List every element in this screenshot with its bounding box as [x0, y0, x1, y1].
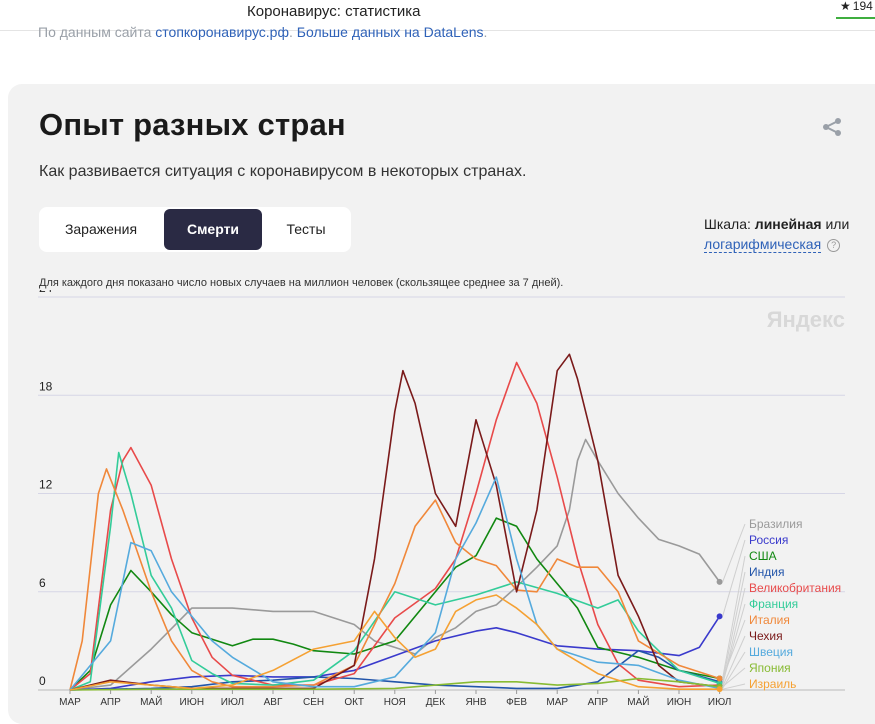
- x-tick-label: СЕН: [303, 697, 324, 708]
- scale-log-link[interactable]: логарифмическая: [704, 236, 822, 253]
- chart-area: Яндекс 0 6 12 18 24 МАР АПР МАЙ ИЮН ИЮЛ АВГ СЕН ОКТ НО…: [38, 290, 845, 708]
- legend-leader-line: [722, 523, 746, 583]
- series-end-marker-1: [716, 613, 723, 620]
- legend-label-0: Бразилия: [749, 517, 803, 531]
- y-tick-label: 6: [39, 576, 46, 590]
- source-sep: .: [289, 24, 297, 40]
- x-tick-label: МАР: [546, 697, 568, 708]
- series-line-3: [69, 649, 720, 691]
- card-subtitle: Как развивается ситуация с коронавирусом…: [39, 163, 527, 180]
- datalens-link[interactable]: Больше данных на DataLens: [296, 24, 484, 40]
- series-line-2: [69, 517, 720, 691]
- source-line: По данным сайта стопкоронавирус.рф. Боль…: [38, 24, 487, 40]
- legend-leader-line: [722, 635, 746, 687]
- legend-label-10: Израиль: [749, 677, 796, 691]
- y-tick-label: 0: [39, 674, 46, 688]
- series-end-marker-0: [716, 578, 723, 585]
- star-icon: ★: [840, 0, 851, 13]
- y-tick-label: 18: [39, 379, 53, 393]
- x-tick-label: АПР: [100, 697, 121, 708]
- x-tick-label: ЯНВ: [465, 697, 486, 708]
- scale-linear[interactable]: линейная: [754, 216, 822, 232]
- legend-leader-line: [722, 603, 746, 684]
- series-line-10: [69, 594, 720, 691]
- x-tick-label: ИЮЛ: [221, 697, 244, 708]
- legend-leader-line: [722, 571, 746, 682]
- yandex-watermark: Яндекс: [767, 307, 845, 332]
- x-tick-label: ФЕВ: [506, 697, 527, 708]
- legend-leader-line: [722, 539, 746, 617]
- x-tick-label: МАЙ: [627, 695, 649, 708]
- scale-or: или: [821, 216, 850, 232]
- series-line-0: [69, 438, 721, 691]
- legend-label-6: Италия: [749, 613, 790, 627]
- x-tick-label: НОЯ: [384, 697, 406, 708]
- legend-leader-line: [722, 683, 746, 690]
- series-line-4: [69, 361, 720, 691]
- legend-label-5: Франция: [749, 597, 798, 611]
- y-tick-label: 12: [39, 478, 53, 492]
- legend-leader-line: [722, 667, 746, 688]
- scale-prefix: Шкала:: [704, 216, 755, 232]
- page-title: Коронавирус: статистика: [247, 3, 421, 20]
- legend-leader-line: [722, 555, 746, 679]
- source-suffix: .: [483, 24, 488, 40]
- legend-label-2: США: [749, 549, 777, 563]
- x-tick-label: ОКТ: [344, 697, 364, 708]
- x-tick-label: ДЕК: [426, 697, 445, 708]
- chart-note: Для каждого дня показано число новых слу…: [39, 277, 564, 289]
- help-icon[interactable]: ?: [827, 238, 841, 252]
- tab-tests[interactable]: Тесты: [286, 221, 326, 237]
- scale-switch: Шкала: линейная или логарифмическая?: [704, 214, 849, 254]
- x-tick-label: ИЮН: [667, 697, 692, 708]
- x-tick-label: АВГ: [264, 697, 283, 708]
- metric-tabs: Заражения Смерти Тесты: [39, 207, 351, 252]
- series-line-5: [69, 451, 720, 691]
- legend-leader-line: [722, 651, 746, 689]
- series-line-9: [69, 677, 720, 691]
- series-line-7: [69, 353, 720, 691]
- star-count: 194: [852, 0, 873, 13]
- legend-label-9: Япония: [749, 661, 791, 675]
- y-tick-label: 24: [39, 290, 53, 295]
- legend-label-4: Великобритания: [749, 581, 841, 595]
- series-end-marker-10: [716, 686, 723, 693]
- x-tick-label: АПР: [588, 697, 609, 708]
- source-prefix: По данным сайта: [38, 24, 156, 40]
- series-end-marker-6: [716, 675, 723, 682]
- share-icon[interactable]: [821, 116, 843, 138]
- series-line-6: [69, 468, 720, 691]
- top-bar: Коронавирус: статистика ★ 194: [0, 0, 875, 31]
- x-tick-label: МАЙ: [140, 695, 162, 708]
- source-link[interactable]: стопкоронавирус.рф: [155, 24, 289, 40]
- card-title: Опыт разных стран: [39, 107, 346, 142]
- x-tick-label: ИЮН: [180, 697, 205, 708]
- legend-label-3: Индия: [749, 565, 784, 579]
- tab-deaths[interactable]: Смерти: [164, 209, 262, 250]
- x-tick-label: МАР: [59, 697, 81, 708]
- tab-infections[interactable]: Заражения: [64, 221, 138, 237]
- legend-label-7: Чехия: [749, 629, 783, 643]
- series-line-8: [69, 476, 720, 691]
- legend-leader-line: [722, 619, 746, 679]
- chart-card: [8, 84, 875, 724]
- star-counter[interactable]: ★ 194: [836, 0, 875, 19]
- legend-label-8: Швеция: [749, 645, 793, 659]
- x-tick-label: ИЮЛ: [708, 697, 731, 708]
- legend-label-1: Россия: [749, 533, 788, 547]
